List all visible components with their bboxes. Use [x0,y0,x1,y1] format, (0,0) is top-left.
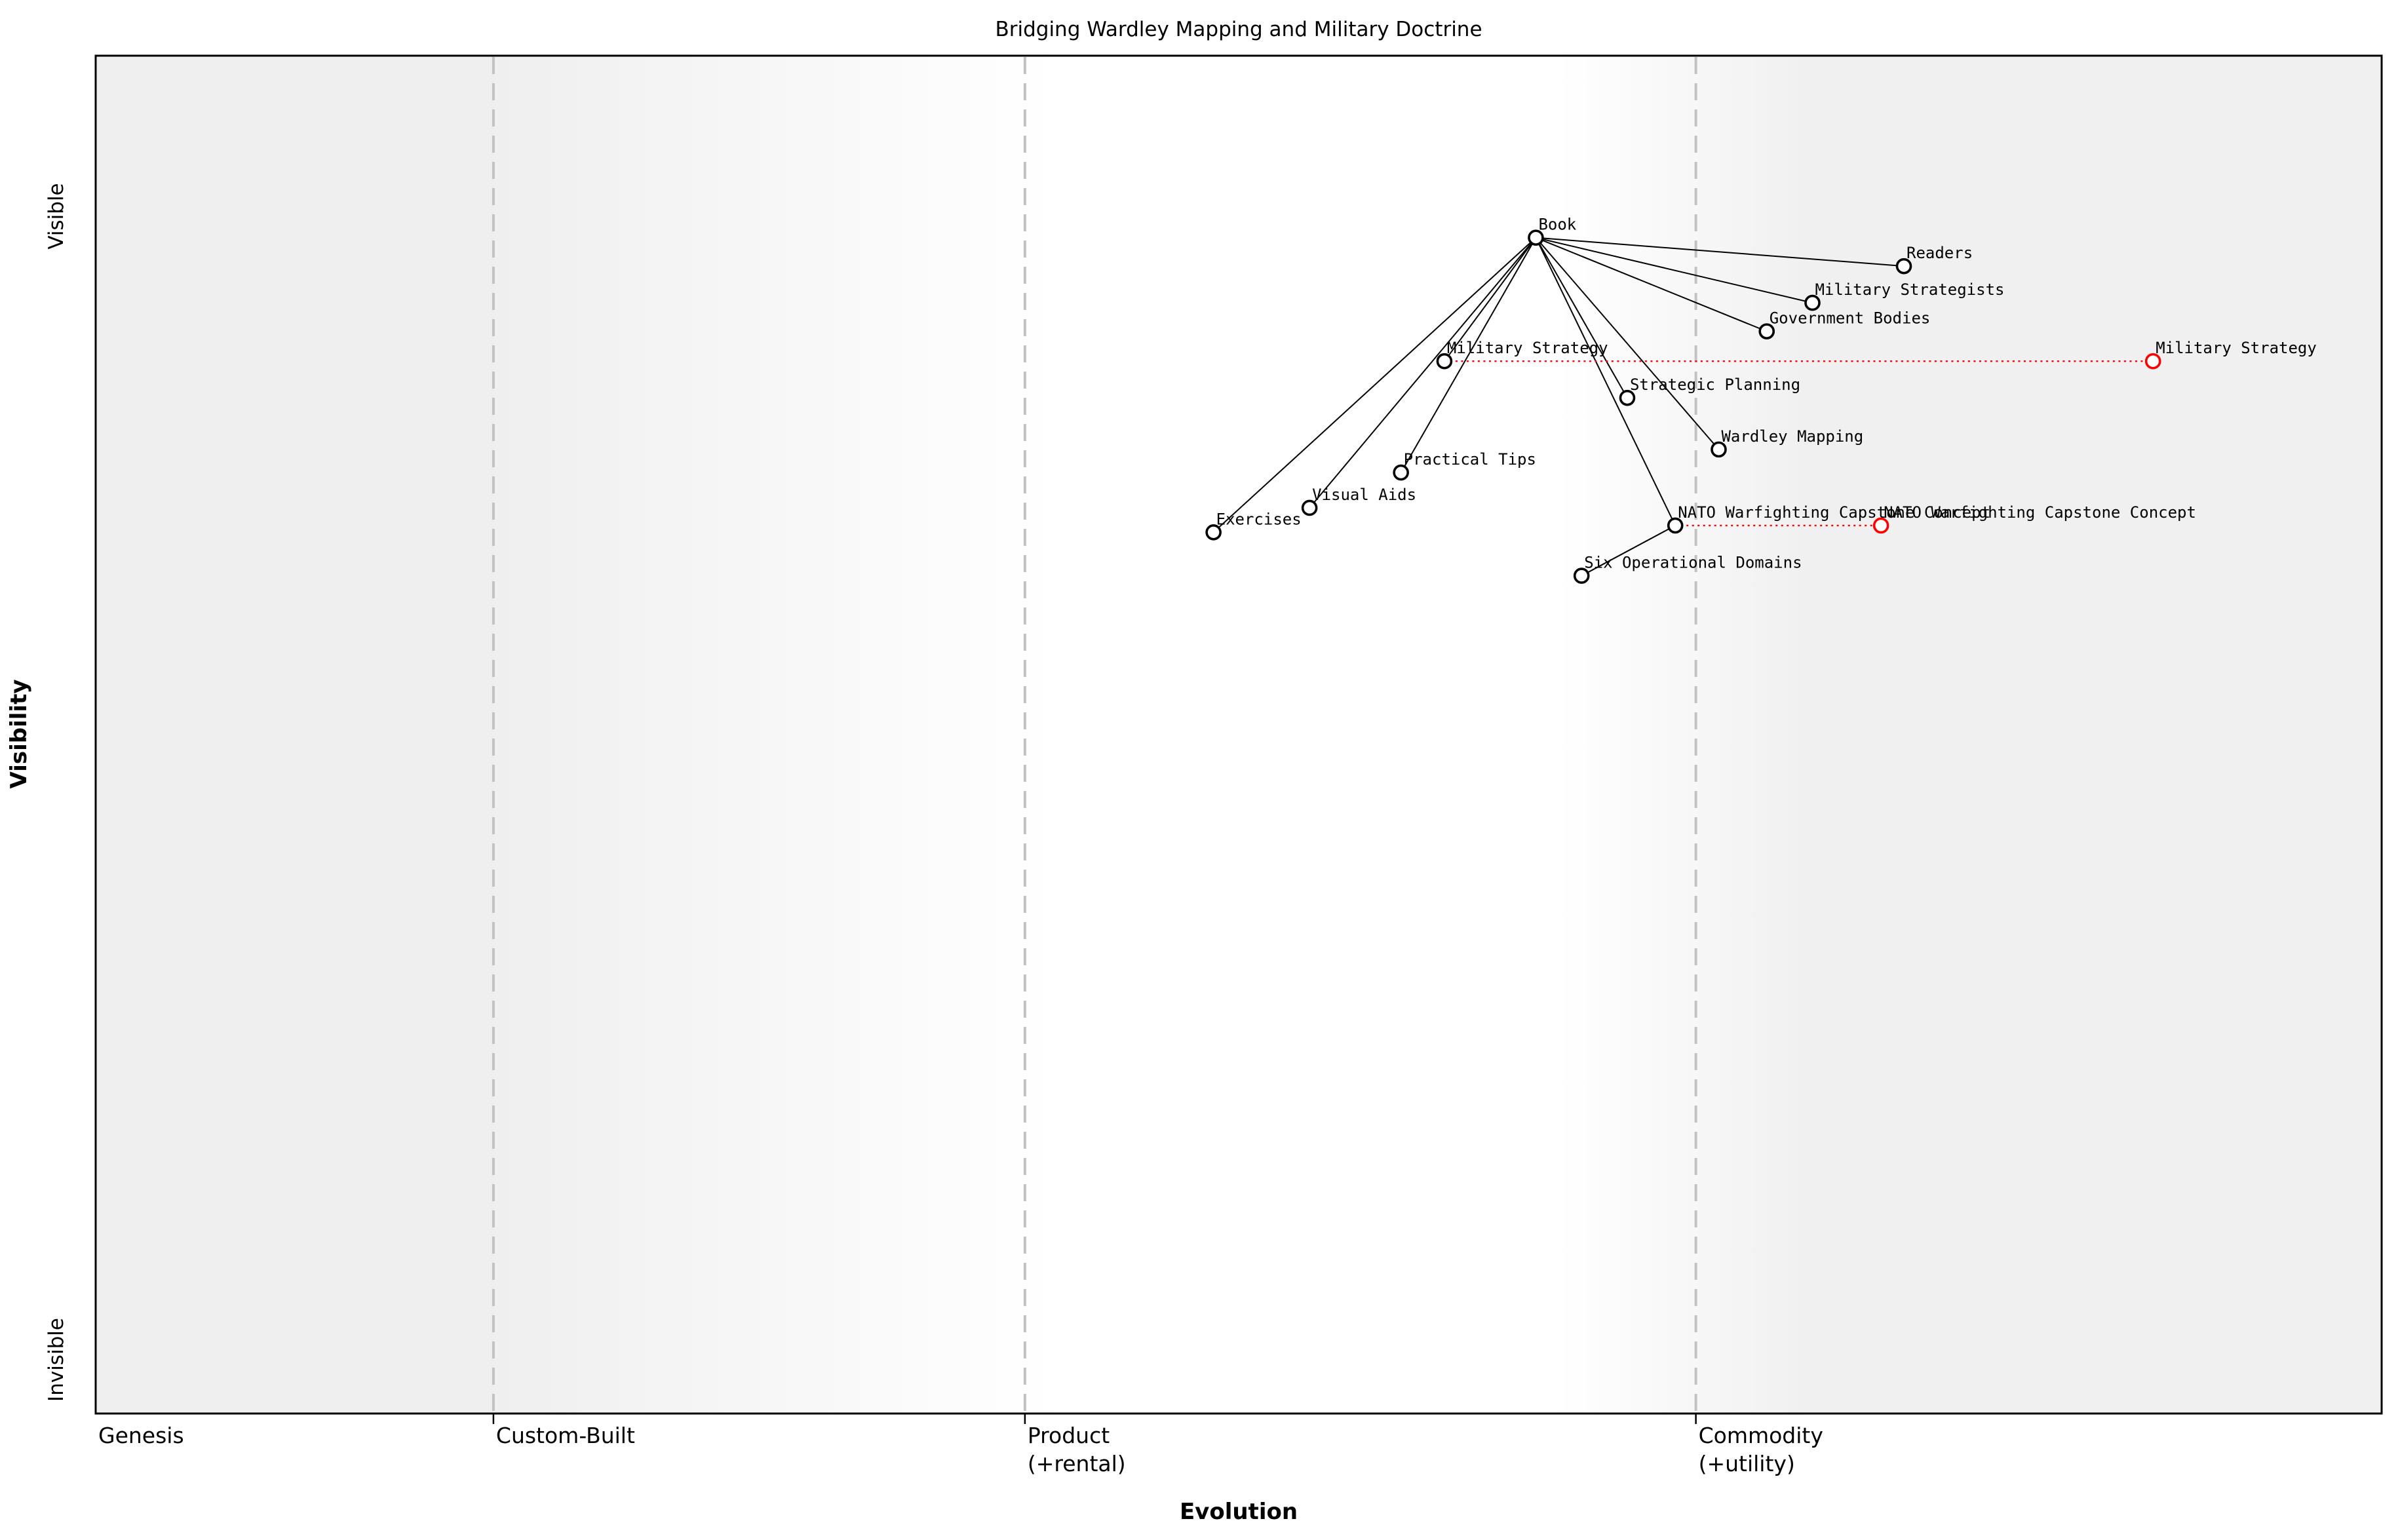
evolved-node-nato-warfighting-capstone-concept [1872,517,1889,534]
plot-border [94,54,2383,1415]
evolved-node-label-military-strategy: Military Strategy [2156,339,2317,357]
chart-title: Bridging Wardley Mapping and Military Do… [995,18,1482,41]
node-label-book: Book [1538,216,1576,234]
node-label-practical-tips: Practical Tips [1404,450,1536,469]
node-label-six-operational-domains: Six Operational Domains [1584,554,1802,572]
node-label-military-strategy: Military Strategy [1447,339,1608,357]
plot-background [96,56,2382,1414]
node-label-strategic-planning: Strategic Planning [1630,375,1800,394]
node-government-bodies [1758,323,1775,339]
node-label-readers: Readers [1906,244,1973,262]
x-axis-label: Evolution [1180,1499,1298,1525]
x-stage-label-0: Genesis [98,1423,184,1448]
node-label-exercises: Exercises [1216,510,1302,528]
node-practical-tips [1393,464,1409,481]
node-label-government-bodies: Government Bodies [1770,309,1931,328]
edge-book--exercises [1212,237,1537,533]
edge-book--strategic-planning [1535,237,1628,398]
evolved-node-military-strategy [2144,353,2161,370]
x-stage-label-3: (+utility) [1699,1451,1795,1476]
edge-book--nato-warfighting-capstone-concept [1535,237,1676,526]
stage-gridlines [492,57,1697,1412]
edge-book--military-strategists [1536,237,1813,304]
node-label-military-strategists: Military Strategists [1815,280,2004,299]
node-label-visual-aids: Visual Aids [1312,486,1416,504]
node-label-wardley-mapping: Wardley Mapping [1721,427,1863,446]
y-tick-invisible: Invisible [45,1318,68,1402]
x-stage-label-3: Commodity [1699,1423,1823,1448]
node-six-operational-domains [1573,568,1590,584]
x-axis-ticks [492,1414,1697,1424]
x-stage-label-1: Custom-Built [496,1423,635,1448]
evolved-node-label-nato-warfighting-capstone-concept: NATO Warfighting Capstone Concept [1884,503,2196,522]
x-axis-stage-labels: Genesis Custom-Built Product (+rental) Commo… [98,1423,1823,1476]
node-wardley-mapping [1711,441,1727,458]
node-military-strategy [1436,353,1453,370]
node-readers [1895,258,1912,275]
edge-book--practical-tips [1400,237,1537,473]
node-label-nato-warfighting-capstone-concept: NATO Warfighting Capstone Concept [1678,503,1990,522]
node-military-strategists [1804,294,1821,311]
edge-book--wardley-mapping [1535,237,1720,450]
edge-book--government-bodies [1536,237,1768,332]
edge-book--military-strategy [1444,237,1537,362]
edge-book--readers [1536,237,1905,267]
node-labels: Military Strategy NATO Warfighting Capsto… [1216,216,2317,572]
map-nodes [1205,229,2161,584]
dependency-edges [1212,237,1905,577]
evolution-arrows [1444,360,2154,527]
edge-book--visual-aids [1309,237,1537,509]
x-stage-label-2: Product [1028,1423,1110,1448]
x-stage-label-2: (+rental) [1028,1451,1126,1476]
y-tick-visible: Visible [45,183,68,249]
node-nato-warfighting-capstone-concept [1667,517,1684,534]
node-exercises [1205,524,1222,541]
edge-nato-warfighting-capstone-concept--six-operational-domains [1581,525,1676,577]
node-strategic-planning [1619,389,1636,406]
node-visual-aids [1301,499,1318,516]
node-book [1528,229,1544,246]
y-axis-label: Visibility [6,680,32,789]
